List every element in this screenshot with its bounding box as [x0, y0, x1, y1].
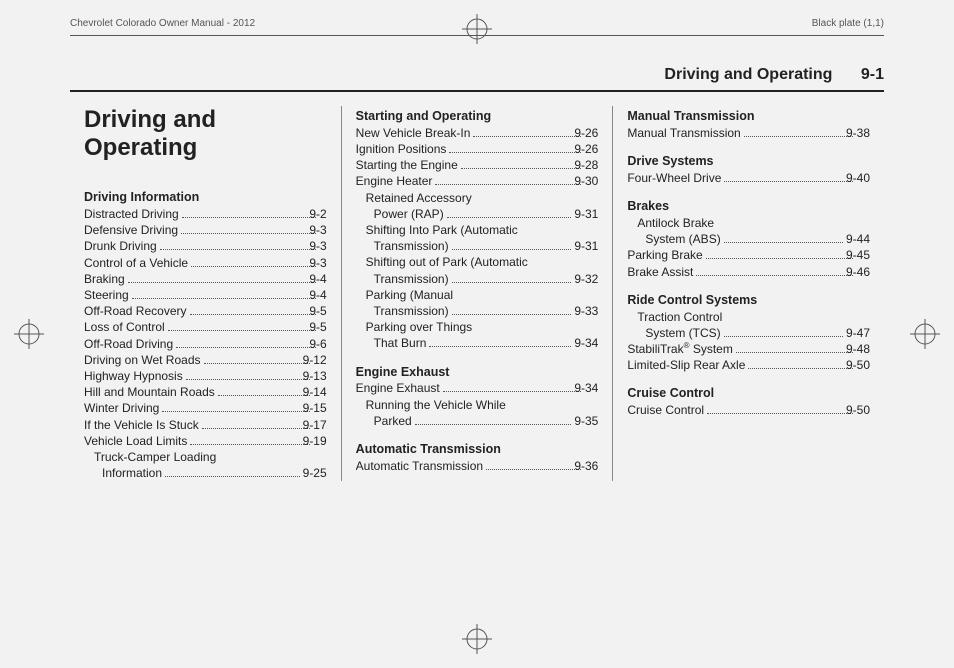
toc-entry: If the Vehicle Is Stuck9-17 — [84, 417, 327, 433]
toc-entry: Engine Heater9-30 — [356, 173, 599, 189]
group-starting-operating: Starting and Operating — [356, 108, 599, 125]
toc-entry: Steering9-4 — [84, 287, 327, 303]
toc-entry: Shifting out of Park (AutomaticTransmiss… — [356, 254, 599, 286]
toc-entry: Driving on Wet Roads9-12 — [84, 352, 327, 368]
toc-entry: Manual Transmission9-38 — [627, 125, 870, 141]
toc-entry: Braking9-4 — [84, 271, 327, 287]
toc-entry: Starting the Engine9-28 — [356, 157, 599, 173]
toc-entry: Off-Road Driving9-6 — [84, 336, 327, 352]
toc-col-3: Manual Transmission Manual Transmission9… — [612, 106, 884, 481]
toc-entry: Automatic Transmission9-36 — [356, 458, 599, 474]
toc-entry: Engine Exhaust9-34 — [356, 380, 599, 396]
group-driving-information: Driving Information — [84, 189, 327, 206]
toc-entry: Four-Wheel Drive9-40 — [627, 170, 870, 186]
toc-entry: Shifting Into Park (AutomaticTransmissio… — [356, 222, 599, 254]
toc-col-1: Driving and Operating Driving Informatio… — [70, 106, 341, 481]
toc-page: 9-2 — [319, 206, 326, 222]
dots — [182, 217, 317, 218]
toc-entry: Limited-Slip Rear Axle9-50 — [627, 357, 870, 373]
toc-label: Distracted Driving — [94, 206, 179, 222]
group-manual-transmission: Manual Transmission — [627, 108, 870, 125]
toc-entry: Loss of Control9-5 — [84, 319, 327, 335]
toc-entry: Traction ControlSystem (TCS)9-47 — [627, 309, 870, 341]
section-underline — [70, 90, 884, 92]
section-header: Driving and Operating 9-1 — [70, 36, 884, 90]
group-cruise-control: Cruise Control — [627, 385, 870, 402]
toc-entry: Truck-Camper Loading Information9-25 — [84, 449, 327, 481]
toc-entry: Hill and Mountain Roads9-14 — [84, 384, 327, 400]
toc-entry: Ignition Positions9-26 — [356, 141, 599, 157]
toc-entry: Brake Assist9-46 — [627, 264, 870, 280]
group-automatic-transmission: Automatic Transmission — [356, 441, 599, 458]
toc-entry: Cruise Control9-50 — [627, 402, 870, 418]
toc-entry: Parking (ManualTransmission)9-33 — [356, 287, 599, 319]
plate-info: Black plate (1,1) — [812, 18, 884, 29]
toc-entry: Highway Hypnosis9-13 — [84, 368, 327, 384]
chapter-title: Driving and Operating — [84, 106, 327, 161]
crop-mark-bottom — [462, 624, 492, 654]
toc-entry: Retained AccessoryPower (RAP)9-31 — [356, 190, 599, 222]
crop-mark-right — [910, 319, 940, 349]
manual-title: Chevrolet Colorado Owner Manual - 2012 — [70, 18, 255, 29]
toc-entry: Defensive Driving9-3 — [84, 222, 327, 238]
toc-entry: Antilock BrakeSystem (ABS)9-44 — [627, 215, 870, 247]
group-ride-control: Ride Control Systems — [627, 292, 870, 309]
toc-entry: New Vehicle Break-In9-26 — [356, 125, 599, 141]
toc-entry: Winter Driving9-15 — [84, 400, 327, 416]
section-page: 9-1 — [861, 66, 884, 83]
group-engine-exhaust: Engine Exhaust — [356, 364, 599, 381]
toc-entry: Drunk Driving9-3 — [84, 238, 327, 254]
toc-entry: StabiliTrak® System9-48 — [627, 341, 870, 357]
toc-label: StabiliTrak® System — [637, 341, 733, 357]
toc-entry: Vehicle Load Limits9-19 — [84, 433, 327, 449]
crop-mark-top — [462, 14, 492, 44]
section-title: Driving and Operating — [664, 66, 832, 83]
toc-columns: Driving and Operating Driving Informatio… — [70, 106, 884, 481]
toc-entry: Off-Road Recovery9-5 — [84, 303, 327, 319]
toc-entry: Distracted Driving 9-2 — [84, 206, 327, 222]
group-brakes: Brakes — [627, 198, 870, 215]
toc-entry: Running the Vehicle WhileParked9-35 — [356, 397, 599, 429]
toc-entry: Control of a Vehicle9-3 — [84, 255, 327, 271]
crop-mark-left — [14, 319, 44, 349]
group-drive-systems: Drive Systems — [627, 153, 870, 170]
toc-col-2: Starting and Operating New Vehicle Break… — [341, 106, 613, 481]
toc-entry: Parking over ThingsThat Burn9-34 — [356, 319, 599, 351]
toc-label: Truck-Camper Loading — [94, 449, 327, 465]
toc-entry: Parking Brake9-45 — [627, 247, 870, 263]
